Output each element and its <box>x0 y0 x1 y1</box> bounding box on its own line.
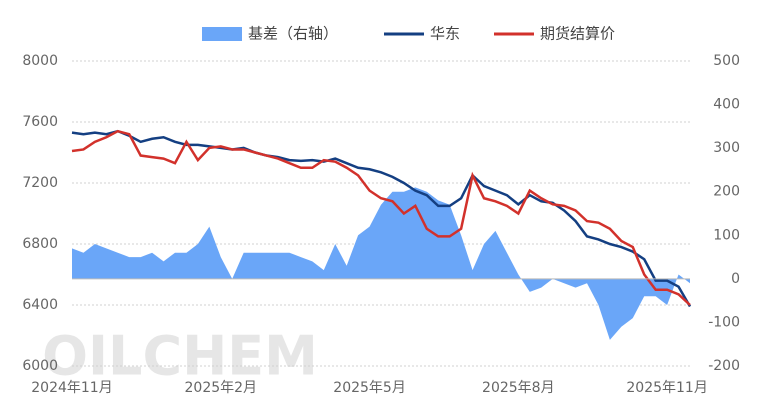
y-tick-label: 6000 <box>22 358 58 374</box>
basis-area <box>72 187 690 340</box>
y2-tick-label: 300 <box>713 140 740 156</box>
y-tick-label: 6800 <box>22 236 58 252</box>
legend-swatch <box>202 27 242 41</box>
y2-tick-label: 0 <box>731 271 740 287</box>
y2-tick-label: -100 <box>708 314 740 330</box>
x-tick-label: 2025年2月 <box>185 380 258 396</box>
x-tick-label: 2025年8月 <box>482 380 555 396</box>
y-tick-label: 7200 <box>22 175 58 191</box>
legend-label: 期货结算价 <box>540 25 615 43</box>
x-tick-label: 2024年11月 <box>31 380 112 396</box>
x-tick-label: 2025年11月 <box>626 380 707 396</box>
legend-label: 华东 <box>430 25 460 43</box>
price-line <box>71 129 691 306</box>
y2-tick-label: 400 <box>713 97 740 113</box>
price-line <box>71 129 692 308</box>
y2-tick-label: 500 <box>713 53 740 69</box>
x-tick-label: 2025年5月 <box>333 380 406 396</box>
watermark: OILCHEM <box>42 325 318 388</box>
y-tick-label: 7600 <box>22 114 58 130</box>
y2-tick-label: -200 <box>708 358 740 374</box>
y-tick-label: 8000 <box>22 53 58 69</box>
y2-tick-label: 100 <box>713 227 740 243</box>
legend-label: 基差（右轴） <box>248 25 338 43</box>
y-tick-label: 6400 <box>22 297 58 313</box>
y2-tick-label: 200 <box>713 184 740 200</box>
